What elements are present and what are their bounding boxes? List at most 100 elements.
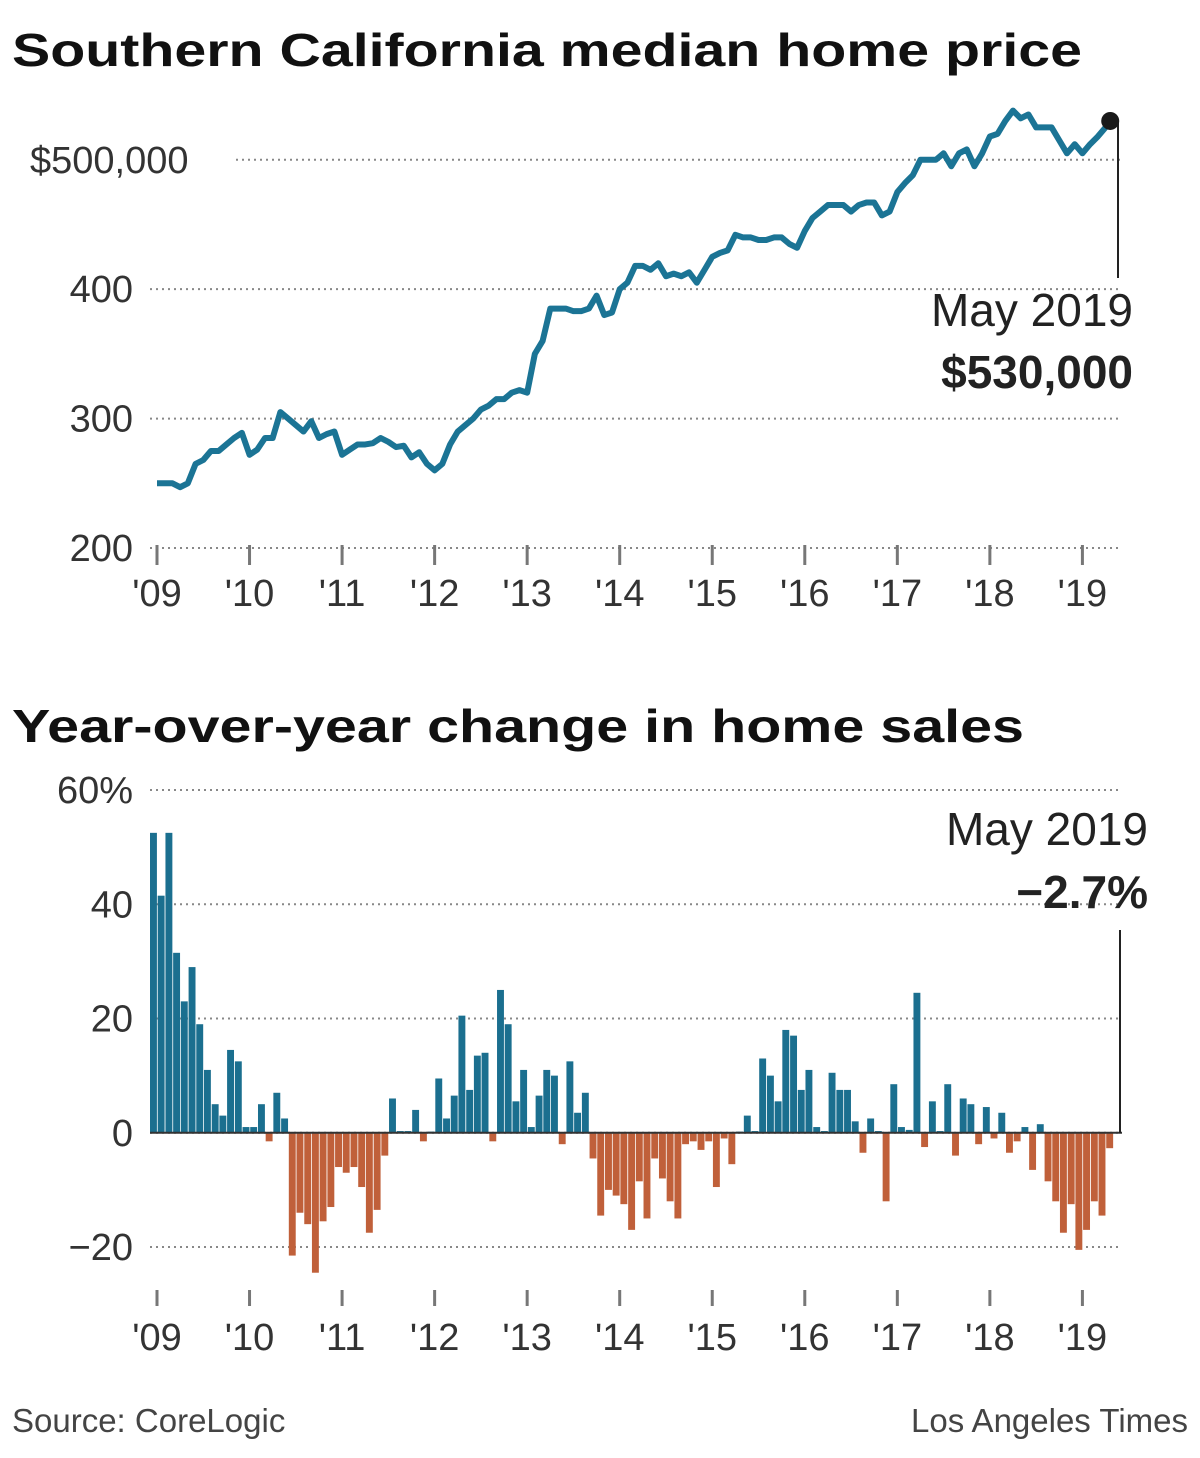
x-tick-label: '13 — [502, 573, 552, 615]
bar — [998, 1112, 1006, 1133]
bar — [435, 1078, 443, 1133]
bar — [527, 1127, 535, 1133]
bar — [759, 1058, 767, 1133]
bar — [342, 1132, 350, 1173]
bar — [697, 1132, 705, 1150]
y-tick-label: 60% — [57, 770, 133, 812]
bar — [581, 1092, 589, 1133]
bar — [273, 1092, 281, 1133]
bar — [188, 967, 196, 1133]
bar — [952, 1132, 959, 1156]
bar — [805, 1069, 813, 1133]
bar — [319, 1132, 327, 1222]
bar — [412, 1109, 420, 1133]
bar — [605, 1132, 612, 1190]
bar — [173, 952, 181, 1133]
bar — [720, 1132, 728, 1139]
bar — [728, 1132, 736, 1165]
bar — [666, 1132, 674, 1202]
bar — [1021, 1127, 1029, 1133]
x-tick-label: '15 — [687, 1317, 737, 1359]
x-tick-label: '09 — [132, 573, 182, 615]
bar — [489, 1132, 497, 1142]
bar — [982, 1107, 990, 1133]
bar — [196, 1024, 204, 1133]
bar — [1052, 1132, 1060, 1202]
bar — [944, 1084, 952, 1133]
x-tick-label: '13 — [502, 1317, 552, 1359]
y-tick-label: 300 — [70, 399, 133, 441]
bar — [574, 1112, 582, 1133]
bar — [550, 1075, 558, 1133]
bar — [504, 1024, 512, 1133]
bar — [1059, 1132, 1067, 1233]
bar — [219, 1115, 227, 1133]
x-tick-label: '14 — [595, 1317, 645, 1359]
bar — [157, 895, 165, 1133]
bar — [1083, 1132, 1091, 1230]
bar — [242, 1127, 250, 1133]
y-tick-label: 20 — [91, 999, 133, 1041]
bar — [497, 989, 504, 1133]
bar — [443, 1118, 450, 1133]
bar — [203, 1069, 211, 1133]
bar — [836, 1089, 844, 1133]
bar — [967, 1104, 975, 1133]
bar — [797, 1089, 805, 1133]
bar — [389, 1098, 396, 1133]
bar — [859, 1132, 867, 1153]
bar — [358, 1132, 366, 1188]
bar — [211, 1104, 219, 1133]
bar — [959, 1098, 967, 1133]
source: Source: CoreLogic — [12, 1402, 285, 1439]
bar — [450, 1095, 458, 1133]
bar — [689, 1132, 697, 1142]
bar — [381, 1132, 389, 1156]
bar — [227, 1049, 234, 1133]
y-tick-label: 0 — [112, 1113, 133, 1155]
bar — [473, 1055, 481, 1133]
bar — [635, 1132, 643, 1182]
bar — [520, 1069, 528, 1133]
annotation-date: May 2019 — [946, 803, 1148, 855]
bar — [844, 1089, 851, 1133]
bar — [311, 1132, 319, 1273]
bar — [612, 1132, 620, 1196]
chart-title: Southern California median home price — [12, 24, 1082, 76]
y-tick-label: −20 — [69, 1227, 133, 1269]
x-tick-label: '09 — [132, 1317, 182, 1359]
x-tick-label: '19 — [1058, 573, 1108, 615]
bar — [790, 1035, 798, 1133]
bar — [1090, 1132, 1098, 1202]
bar — [566, 1061, 574, 1133]
bar — [743, 1115, 751, 1133]
bar — [1106, 1132, 1114, 1149]
bar — [975, 1132, 983, 1145]
annotation-value: $530,000 — [941, 346, 1133, 398]
bar — [335, 1132, 342, 1168]
annotation-value: −2.7% — [1016, 866, 1148, 918]
bar — [296, 1132, 304, 1213]
bar — [705, 1132, 713, 1142]
bar — [1044, 1132, 1052, 1182]
bar — [651, 1132, 659, 1159]
x-tick-label: '16 — [780, 573, 830, 615]
bar — [558, 1132, 566, 1145]
x-tick-label: '14 — [595, 573, 645, 615]
bar — [882, 1132, 890, 1202]
bar — [620, 1132, 628, 1205]
chart-title: Year-over-year change in home sales — [12, 700, 1024, 752]
bar — [512, 1101, 520, 1133]
bar — [597, 1132, 605, 1216]
bar — [712, 1132, 720, 1188]
bar — [898, 1127, 905, 1133]
y-tick-label: 400 — [70, 269, 133, 311]
y-tick-label: 200 — [70, 528, 133, 570]
price-line — [157, 107, 1116, 491]
bar — [828, 1072, 836, 1133]
x-tick-label: '12 — [410, 1317, 460, 1359]
bar — [350, 1132, 358, 1168]
annotation-date: May 2019 — [931, 284, 1133, 336]
